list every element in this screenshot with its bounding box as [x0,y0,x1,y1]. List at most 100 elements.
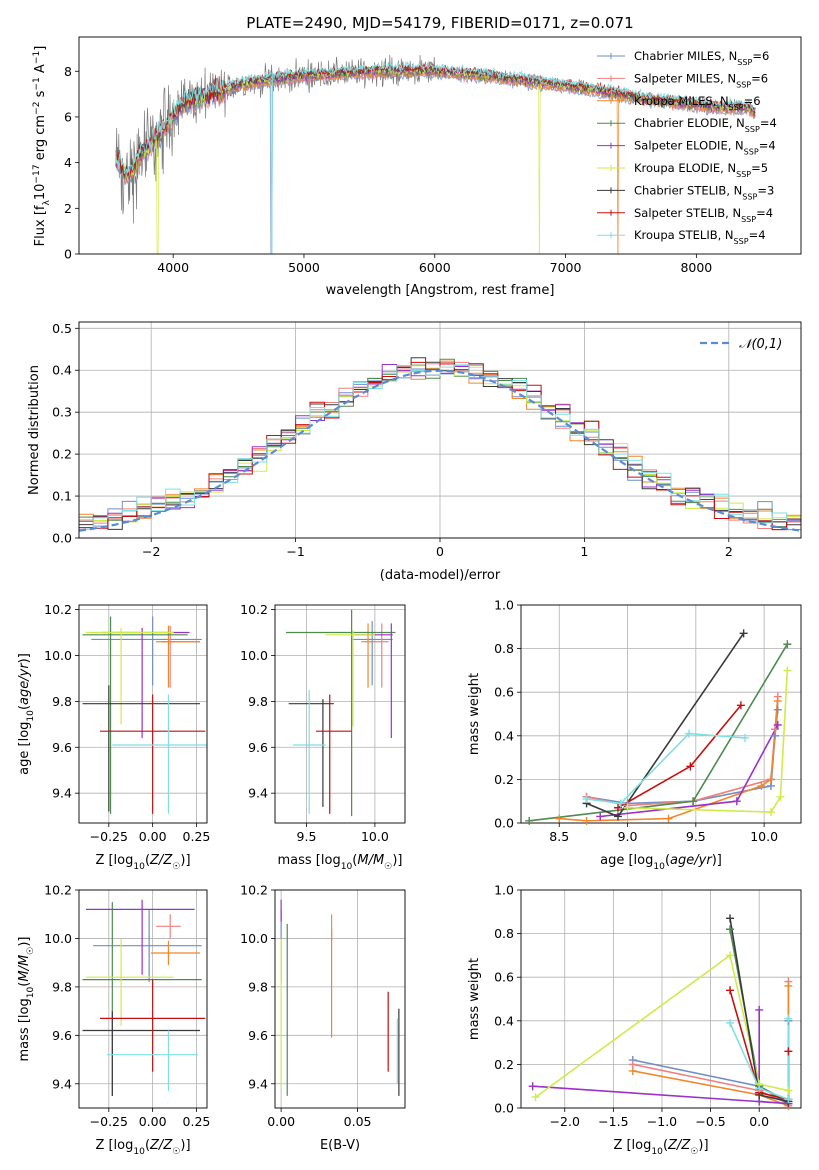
residuals-ytick-label: 0.2 [52,447,72,462]
residuals-plot-area [79,357,801,532]
weight-vs-age-xtick-label: 9.0 [618,829,638,844]
weight-vs-age-marker-3 [664,814,673,823]
weight-vs-Z-xtick-label: −0.5 [695,1114,725,1129]
weight-vs-age-marker-9 [685,729,693,738]
weight-vs-age-ylabel: mass weight [467,673,482,755]
weight-vs-age-marker-9 [616,799,625,808]
weight-vs-age-xlabel: age [log10(age/yr)] [600,853,722,872]
weight-vs-Z-ylabel: mass weight [467,958,482,1040]
weight-vs-age-line-2 [586,696,779,807]
weight-vs-age-frame [520,604,802,824]
age-vs-mass-ytick-label: 10.2 [240,602,268,617]
weight-vs-age-line-3 [559,700,779,822]
age-vs-Z-xlabel: Z [log10(Z/Z☉)] [95,853,190,872]
mass-vs-Z-ytick-label: 10.2 [44,883,72,898]
spectrum-ytick-label: 2 [64,201,72,216]
mass-vs-EBV-ytick-label: 10.2 [240,883,268,898]
mass-vs-EBV-xlabel: E(B-V) [320,1138,360,1153]
age-vs-Z-ytick-label: 9.6 [52,740,72,755]
residuals-xtick-label: −1 [286,544,304,559]
age-vs-Z-ytick-label: 10.2 [44,602,72,617]
residuals-xtick-label: −2 [142,544,160,559]
weight-vs-Z-line-5 [532,1009,789,1105]
spectrum-ytick-label: 4 [64,155,72,170]
weight-vs-age-marker-6 [783,666,792,675]
mass-vs-Z-axes: −0.25 0.00 0.25 9.4 9.6 9.8 10.0 10.2 [44,883,210,1130]
weight-vs-Z-marker-3 [784,981,793,990]
legend-label-9: Kroupa STELIB, NSSP=4 [634,228,766,246]
weight-vs-Z-marker-7 [726,914,735,923]
weight-vs-age-marker-6 [776,792,785,801]
age-vs-mass-xtick-label: 9.5 [297,829,317,844]
weight-vs-age-marker-4 [689,797,698,806]
age-vs-mass-xtick-label: 10.0 [361,829,389,844]
weight-vs-Z-xtick-label: −1.5 [598,1114,628,1129]
weight-vs-Z-marker-6 [726,951,735,960]
weight-vs-Z-marker-8 [784,1047,793,1056]
model-spectrum-line-9 [115,61,756,254]
spectrum-xtick-label: 6000 [419,260,451,275]
weight-vs-age-marker-3 [582,816,591,825]
weight-vs-age-xtick-label: 9.5 [686,829,706,844]
legend-label-2: Salpeter MILES, NSSP=6 [634,71,768,89]
normal-reference-curve [79,369,801,532]
weight-vs-Z-marker-3 [628,1066,637,1075]
weight-vs-age-marker-3 [555,814,564,823]
weight-vs-Z-marker-9 [784,1095,793,1104]
weight-vs-Z-ytick-label: 0.0 [494,1101,514,1116]
legend-label-3: Kroupa MILES, NSSP=6 [634,94,761,112]
residuals-xtick-label: 2 [725,544,733,559]
age-vs-mass-ytick-label: 9.6 [248,740,268,755]
legend-label-7: Chabrier STELIB, NSSP=3 [634,183,774,201]
weight-vs-age-marker-8 [613,803,622,812]
weight-vs-age-ytick-label: 0.2 [494,772,514,787]
weight-vs-age-marker-3 [757,781,766,790]
mass-vs-Z-xlabel: Z [log10(Z/Z☉)] [95,1138,190,1157]
weight-vs-Z-xlabel: Z [log10(Z/Z☉)] [613,1138,708,1157]
weight-vs-Z-xtick-label: −2.0 [550,1114,580,1129]
residuals-xtick-label: 1 [580,544,588,559]
mass-vs-EBV-axes: 0.00 0.05 9.4 9.6 9.8 10.0 10.2 [240,883,406,1129]
model-spectrum-line-6 [115,65,756,254]
residual-xlabel: (data-model)/error [380,568,501,583]
residual-ylabel: Normed distribution [27,365,42,495]
weight-vs-Z-axes: −2.0 −1.5 −1.0 −0.5 0.0 0.0 0.2 0.4 0.6 0.8 1.0 [494,883,802,1129]
weight-vs-Z-marker-5 [755,1005,764,1014]
residuals-ytick-label: 0.1 [52,489,72,504]
mass-vs-Z-ytick-label: 9.8 [52,979,72,994]
weight-vs-Z-frame [520,889,802,1109]
weight-vs-Z-plot-area [532,918,790,1107]
weight-vs-age-xtick-label: 10.0 [750,829,778,844]
weight-vs-age-line-4 [529,643,788,822]
spectrum-xtick-label: 5000 [288,260,320,275]
spectrum-plot-area [115,54,756,254]
mass-vs-Z-ytick-label: 9.4 [52,1076,72,1091]
figure-title: PLATE=2490, MJD=54179, FIBERID=0171, z=0… [246,14,633,32]
spectrum-ytick-label: 6 [64,109,72,124]
residuals-axes: −2 −1 0 1 2 0.0 0.1 0.2 0.3 0.4 0.5 [52,321,802,559]
residual-histogram-8 [79,361,801,531]
weight-vs-age-line-6 [627,670,789,813]
model-spectrum-line-8 [115,62,756,176]
weight-vs-age-ytick-label: 1.0 [494,598,514,613]
weight-vs-Z-marker-9 [726,1018,735,1027]
mass-vs-Z-plot-area [82,899,206,1096]
spectrum-xlabel: wavelength [Angstrom, rest frame] [326,283,555,298]
age-vs-mass-ytick-label: 9.8 [248,694,268,709]
age-vs-mass-ytick-label: 9.4 [248,786,268,801]
weight-vs-Z-marker-9 [784,1014,793,1023]
mass-vs-Z-ytick-label: 10.0 [44,931,72,946]
spectrum-frame [78,36,802,255]
mass-vs-EBV-ytick-label: 9.6 [248,1028,268,1043]
weight-vs-age-ytick-label: 0.8 [494,641,514,656]
weight-vs-Z-ytick-label: 0.4 [494,1013,514,1028]
weight-vs-Z-marker-4 [726,925,735,934]
weight-vs-age-marker-9 [741,733,749,742]
weight-vs-age-marker-7 [613,812,622,821]
mass-vs-Z-xtick-label: 0.00 [139,1114,167,1129]
age-vs-Z-xtick-label: 0.00 [139,829,167,844]
weight-vs-age-marker-6 [766,808,775,817]
weight-vs-age-ytick-label: 0.0 [494,816,514,831]
spectrum-ytick-label: 8 [64,64,72,79]
